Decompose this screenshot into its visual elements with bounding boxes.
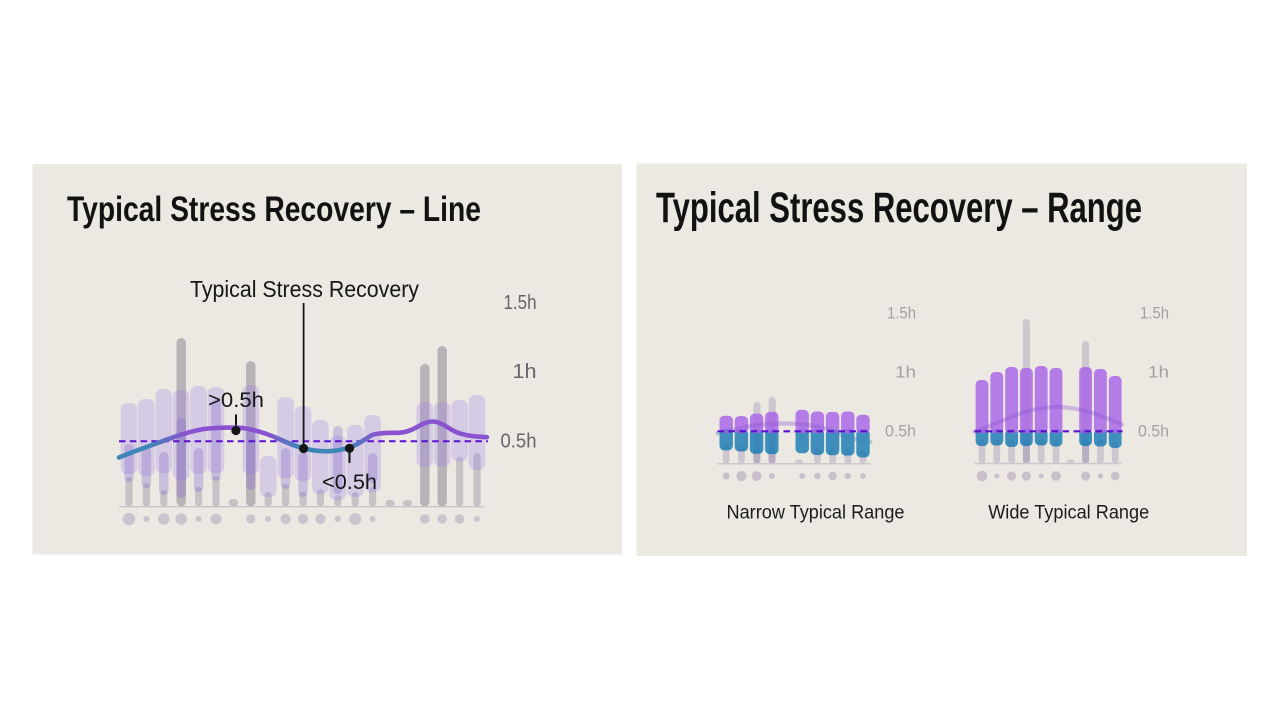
svg-text:Typical Stress Recovery – Line: Typical Stress Recovery – Line: [67, 190, 481, 229]
svg-text:1h: 1h: [895, 364, 916, 382]
svg-text:Typical Stress Recovery – Rang: Typical Stress Recovery – Range: [656, 185, 1142, 232]
svg-text:1.5h: 1.5h: [504, 292, 537, 314]
svg-text:0.5h: 0.5h: [1138, 422, 1169, 440]
svg-text:1.5h: 1.5h: [1140, 305, 1169, 323]
svg-text:Typical Stress Recovery: Typical Stress Recovery: [190, 276, 419, 302]
svg-text:0.5h: 0.5h: [501, 431, 537, 453]
svg-text:Wide Typical Range: Wide Typical Range: [988, 502, 1149, 524]
svg-text:<0.5h: <0.5h: [322, 470, 377, 494]
svg-text:1h: 1h: [1148, 364, 1169, 382]
svg-text:Narrow Typical Range: Narrow Typical Range: [727, 502, 905, 524]
svg-text:0.5h: 0.5h: [885, 422, 916, 440]
svg-text:>0.5h: >0.5h: [208, 388, 264, 412]
svg-text:1h: 1h: [513, 361, 537, 383]
svg-text:1.5h: 1.5h: [887, 305, 916, 323]
